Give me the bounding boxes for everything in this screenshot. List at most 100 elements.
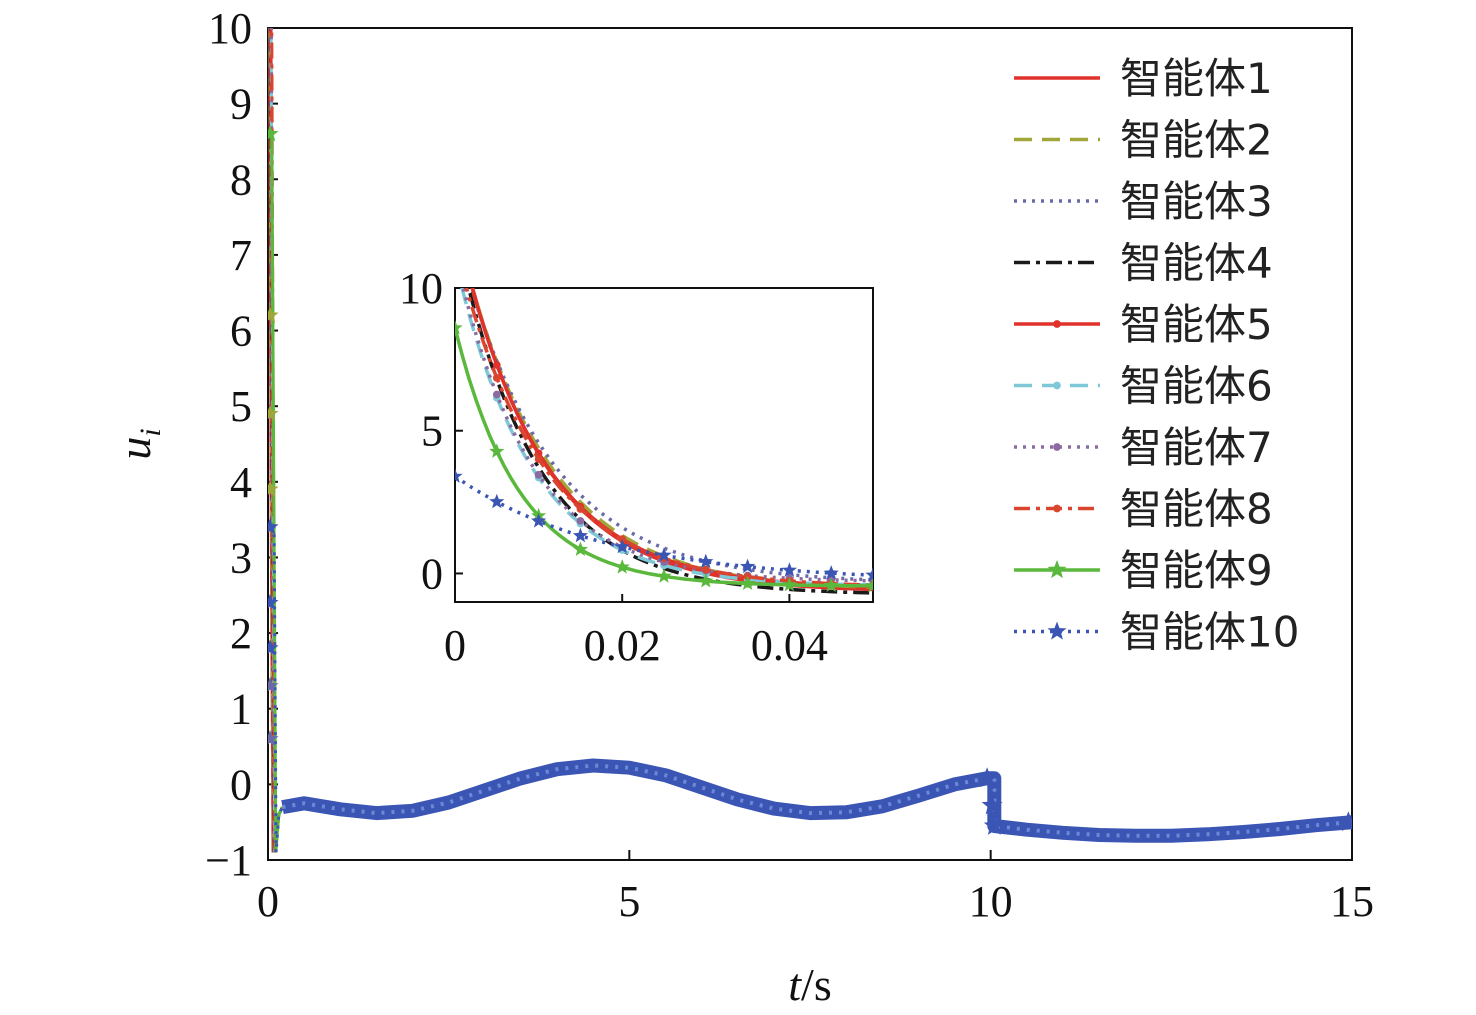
inset-series-10-marker xyxy=(614,538,630,554)
inset-series-8-marker xyxy=(576,505,585,513)
inset-series-10-marker xyxy=(572,527,588,543)
legend-marker xyxy=(1047,560,1067,579)
legend-entry-5: 智能体5 xyxy=(1014,300,1273,349)
legend-marker xyxy=(1053,504,1061,513)
legend-entry-1: 智能体1 xyxy=(1014,54,1273,103)
y-tick-label: 8 xyxy=(230,155,252,204)
transient-marker xyxy=(268,677,279,694)
inset-series-7-marker xyxy=(534,471,543,479)
legend-entry-7: 智能体7 xyxy=(1014,423,1273,472)
x-tick-label: 0 xyxy=(257,877,279,926)
x-axis-label: t/s xyxy=(788,959,831,1010)
end-marker xyxy=(1337,811,1352,832)
transient-marker xyxy=(268,639,279,656)
axis-labels: t/s ui xyxy=(109,428,832,1010)
y-tick-label: 3 xyxy=(230,533,252,582)
x-tick-label: 10 xyxy=(969,877,1013,926)
y-axis-label: ui xyxy=(109,428,167,459)
legend-marker xyxy=(1047,621,1067,640)
legend-label: 智能体1 xyxy=(1120,54,1273,103)
legend-entry-4: 智能体4 xyxy=(1014,239,1273,288)
y-tick-label: 9 xyxy=(230,80,252,129)
y-tick-label: 2 xyxy=(230,609,252,658)
legend: 智能体1 智能体2 智能体3 智能体4 智能体5 智能体6 智能体7 智能体8 智能体9 智能体1… xyxy=(1014,54,1299,657)
x-tick-label: 5 xyxy=(618,877,640,926)
inset-series-9-marker xyxy=(656,568,672,583)
legend-label: 智能体2 xyxy=(1120,116,1273,165)
y-tick-label: 0 xyxy=(230,760,252,809)
switch-marker xyxy=(976,767,998,788)
legend-marker xyxy=(1053,381,1061,390)
legend-entry-2: 智能体2 xyxy=(1014,116,1273,165)
transient-marker xyxy=(268,404,279,421)
inset-series-9-marker xyxy=(489,443,505,458)
inset-series-10-marker xyxy=(865,567,873,582)
inset-series-9-marker xyxy=(823,577,839,592)
transient-marker xyxy=(268,480,279,497)
inset-series-9-marker xyxy=(740,575,756,590)
inset-series-10-marker xyxy=(781,562,797,577)
legend-label: 智能体6 xyxy=(1120,362,1273,411)
y-tick-label: 5 xyxy=(230,382,252,431)
inset-x-tick-label: 0 xyxy=(444,621,466,670)
inset-series-9-marker xyxy=(614,559,630,574)
inset-series-2 xyxy=(470,288,873,590)
inset-x-tick-label: 0.02 xyxy=(584,621,661,670)
series-9-transient xyxy=(270,133,284,853)
inset-series-10-marker xyxy=(455,468,463,483)
legend-entry-9: 智能体9 xyxy=(1014,546,1273,595)
transient-marker xyxy=(268,306,279,323)
inset-series-9-marker xyxy=(698,573,714,588)
inset-x-tick-label: 0.04 xyxy=(751,621,828,670)
y-tick-label: 1 xyxy=(230,685,252,734)
legend-entry-3: 智能体3 xyxy=(1014,177,1273,226)
legend-label: 智能体10 xyxy=(1120,608,1299,657)
switch-marker xyxy=(983,815,1005,835)
inset-series-10-marker xyxy=(531,513,547,528)
inset-series-8-marker xyxy=(451,241,459,249)
inset-series-7-marker xyxy=(492,390,501,399)
legend-label: 智能体5 xyxy=(1120,300,1273,349)
y-tick-label: 7 xyxy=(230,231,252,280)
y-tick-label: 10 xyxy=(208,4,252,53)
legend-label: 智能体7 xyxy=(1120,423,1273,472)
inset-series-7-marker xyxy=(451,250,459,258)
inset-series-10-marker xyxy=(740,558,756,574)
legend-label: 智能体3 xyxy=(1120,177,1273,226)
inset-series-9-marker xyxy=(572,541,588,556)
legend-entry-10: 智能体10 xyxy=(1014,608,1299,657)
main-series-group xyxy=(268,28,1352,853)
inset-y-tick-label: 10 xyxy=(399,264,443,313)
legend-marker xyxy=(1053,320,1061,328)
inset-series-10-marker xyxy=(489,493,505,509)
inset-series-9-marker xyxy=(455,320,463,335)
y-tick-label: 6 xyxy=(230,307,252,356)
inset-series-5-marker xyxy=(492,361,501,369)
legend-entry-6: 智能体6 xyxy=(1014,362,1273,411)
inset-series-10-marker xyxy=(698,553,714,569)
consensus-band xyxy=(281,758,1352,843)
transient-marker xyxy=(268,730,279,747)
inset-series-group xyxy=(451,216,873,595)
legend-marker xyxy=(1053,443,1061,451)
legend-entry-8: 智能体8 xyxy=(1014,485,1273,534)
x-tick-label: 15 xyxy=(1330,877,1374,926)
inset-series-9-marker xyxy=(781,576,797,592)
switch-marker xyxy=(981,794,1003,815)
inset-series-8-marker xyxy=(701,565,710,574)
inset-series-7-marker xyxy=(576,516,585,525)
y-tick-label: 4 xyxy=(230,458,252,507)
inset-y-tick-label: 0 xyxy=(421,549,443,598)
inset-series-10-marker xyxy=(823,565,839,580)
inset-series-10-marker xyxy=(656,547,672,562)
consensus-band-texture xyxy=(282,763,1352,838)
transient-marker xyxy=(268,124,279,142)
inset-series-5-marker xyxy=(451,216,459,224)
transient-marker xyxy=(268,593,279,611)
inset-series-8-marker xyxy=(492,374,501,382)
legend-label: 智能体8 xyxy=(1120,485,1273,534)
legend-label: 智能体9 xyxy=(1120,546,1273,595)
